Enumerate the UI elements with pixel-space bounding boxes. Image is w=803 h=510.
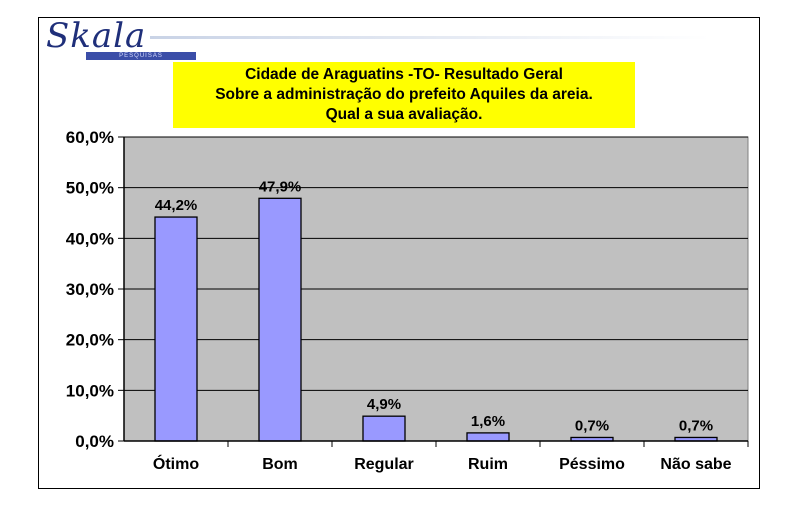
category-label: Ótimo bbox=[153, 454, 199, 473]
category-label: Ruim bbox=[468, 456, 508, 473]
data-label: 44,2% bbox=[155, 197, 198, 214]
chart-title-line-1: Cidade de Araguatins -TO- Resultado Gera… bbox=[245, 66, 563, 83]
logo-underline bbox=[150, 36, 710, 39]
y-tick-label: 50,0% bbox=[66, 179, 114, 198]
chart-title-line-2: Sobre a administração do prefeito Aquile… bbox=[215, 86, 593, 103]
y-tick-label: 0,0% bbox=[75, 432, 114, 451]
y-tick-label: 20,0% bbox=[66, 331, 114, 350]
category-label: Péssimo bbox=[559, 456, 625, 473]
skala-logo: Skala PESQUISAS bbox=[44, 16, 196, 62]
category-label: Regular bbox=[354, 456, 414, 473]
y-tick-label: 60,0% bbox=[66, 128, 114, 147]
y-tick-label: 30,0% bbox=[66, 280, 114, 299]
category-label: Não sabe bbox=[660, 456, 731, 473]
category-label: Bom bbox=[262, 456, 298, 473]
category-labels: Ótimo Bom Regular Ruim Péssimo Não sabe bbox=[153, 454, 732, 473]
gridlines bbox=[118, 136, 748, 442]
bar-3 bbox=[466, 432, 510, 442]
chart-title-line-3: Qual a sua avaliação. bbox=[325, 106, 483, 123]
y-tick-label: 40,0% bbox=[66, 229, 114, 248]
data-label: 0,7% bbox=[575, 417, 609, 434]
y-tick-label: 10,0% bbox=[66, 381, 114, 400]
axes bbox=[123, 137, 749, 447]
chart-title: Cidade de Araguatins -TO- Resultado Gera… bbox=[173, 62, 635, 128]
y-tick-labels: 0,0% 10,0% 20,0% 30,0% 40,0% 50,0% 60,0% bbox=[66, 128, 114, 451]
bar-2 bbox=[362, 415, 406, 442]
data-label: 1,6% bbox=[471, 413, 505, 430]
data-label: 47,9% bbox=[259, 178, 302, 195]
logo-wordmark: Skala bbox=[46, 16, 147, 56]
bar-1 bbox=[258, 197, 302, 442]
data-labels: 44,2% 47,9% 4,9% 1,6% 0,7% 0,7% bbox=[155, 178, 713, 434]
bar-0 bbox=[154, 216, 198, 442]
data-label: 4,9% bbox=[367, 396, 401, 413]
logo-tagline: PESQUISAS bbox=[86, 52, 196, 60]
data-label: 0,7% bbox=[679, 417, 713, 434]
